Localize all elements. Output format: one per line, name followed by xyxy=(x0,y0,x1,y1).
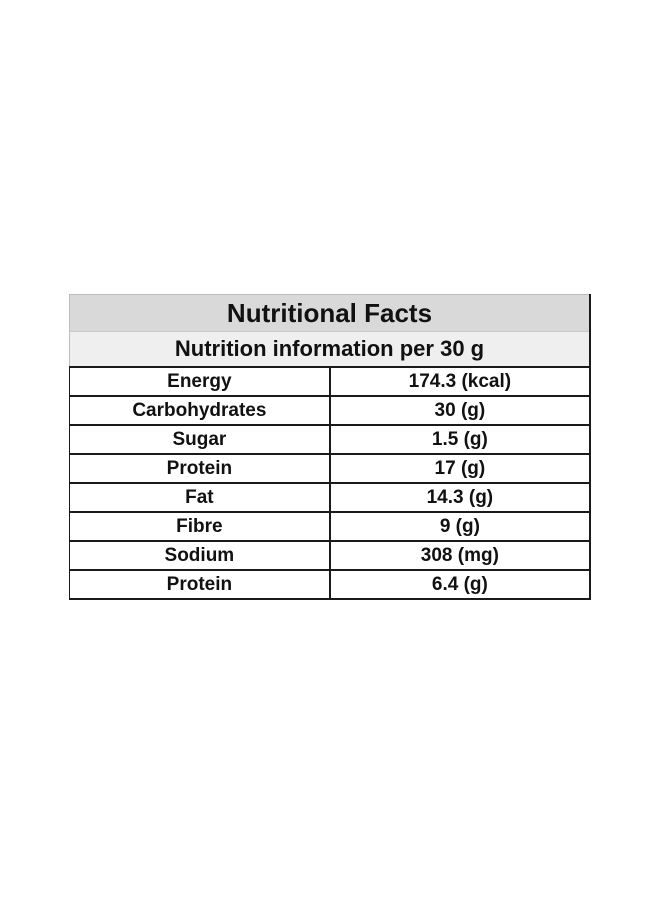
nutrition-facts-table: Nutritional Facts Nutrition information … xyxy=(68,294,592,600)
table-row: Protein 6.4 (g) xyxy=(68,570,592,600)
table-row: Sugar 1.5 (g) xyxy=(68,425,592,455)
table-title: Nutritional Facts xyxy=(69,294,591,332)
table-row: Carbohydrates 30 (g) xyxy=(68,396,592,426)
nutrient-value: 30 (g) xyxy=(329,396,592,426)
nutrient-value: 1.5 (g) xyxy=(329,425,592,455)
nutrient-value: 14.3 (g) xyxy=(329,483,592,513)
table-row: Fibre 9 (g) xyxy=(68,512,592,542)
nutrient-value: 9 (g) xyxy=(329,512,592,542)
subtitle-row: Nutrition information per 30 g xyxy=(69,331,591,368)
nutrient-name: Sodium xyxy=(68,541,331,571)
nutrient-value: 17 (g) xyxy=(329,454,592,484)
title-row: Nutritional Facts xyxy=(69,294,591,332)
nutrient-value: 308 (mg) xyxy=(329,541,592,571)
nutrition-table-body: Nutritional Facts Nutrition information … xyxy=(68,294,592,600)
nutrient-name: Fat xyxy=(68,483,331,513)
table-row: Protein 17 (g) xyxy=(68,454,592,484)
nutrient-value: 6.4 (g) xyxy=(329,570,592,600)
table-subtitle: Nutrition information per 30 g xyxy=(69,331,591,368)
nutrient-value: 174.3 (kcal) xyxy=(329,367,592,397)
nutrient-name: Energy xyxy=(68,367,331,397)
table-row: Sodium 308 (mg) xyxy=(68,541,592,571)
nutrient-name: Carbohydrates xyxy=(68,396,331,426)
table-row: Fat 14.3 (g) xyxy=(68,483,592,513)
table-row: Energy 174.3 (kcal) xyxy=(68,367,592,397)
nutrient-name: Protein xyxy=(68,570,331,600)
nutrient-name: Sugar xyxy=(68,425,331,455)
nutrient-name: Protein xyxy=(68,454,331,484)
nutrient-name: Fibre xyxy=(68,512,331,542)
